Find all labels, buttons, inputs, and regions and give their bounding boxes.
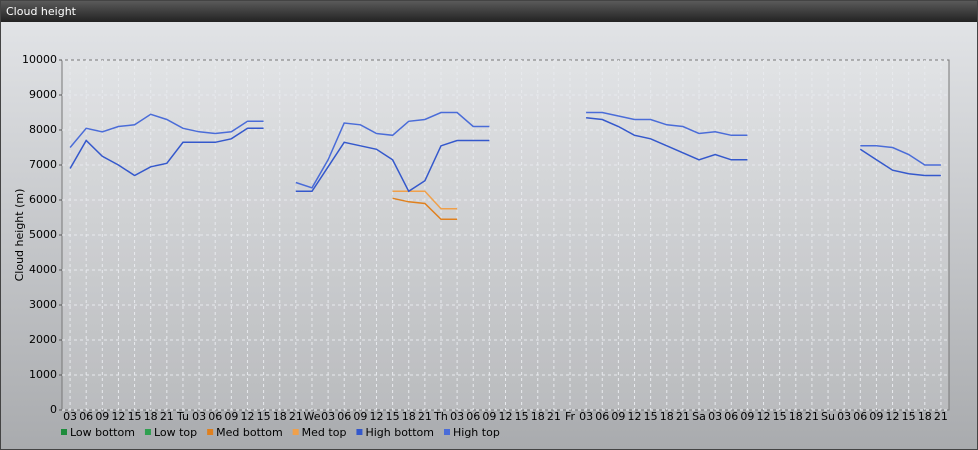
x-tick-label: 03 xyxy=(63,410,77,423)
x-tick-label: 06 xyxy=(595,410,609,423)
x-tick-label: 09 xyxy=(869,410,883,423)
x-tick-label: 06 xyxy=(466,410,480,423)
x-tick-label: 15 xyxy=(257,410,271,423)
legend-label: High bottom xyxy=(365,426,434,439)
x-tick-label: 03 xyxy=(708,410,722,423)
legend-swatch xyxy=(207,429,214,435)
legend-swatch xyxy=(444,429,450,435)
x-tick-label: 15 xyxy=(128,410,142,423)
x-tick-label: 03 xyxy=(321,410,335,423)
x-tick-label: 21 xyxy=(676,410,690,423)
x-tick-label: 06 xyxy=(79,410,93,423)
legend-swatch xyxy=(292,429,299,435)
x-tick-label: 06 xyxy=(337,410,351,423)
y-tick-label: 5000 xyxy=(29,228,57,241)
x-tick-label: Th xyxy=(433,410,448,423)
x-tick-label: 06 xyxy=(853,410,867,423)
series-line xyxy=(392,197,458,221)
x-tick-label: 09 xyxy=(224,410,238,423)
window-title: Cloud height xyxy=(1,1,977,22)
legend-label: Low bottom xyxy=(70,426,135,439)
x-tick-label: 12 xyxy=(757,410,771,423)
y-tick-label: 6000 xyxy=(29,193,57,206)
x-tick-label: Sa xyxy=(692,410,706,423)
x-tick-label: 18 xyxy=(402,410,416,423)
legend-swatch xyxy=(144,429,151,435)
x-tick-label: 18 xyxy=(273,410,287,423)
x-tick-label: Fr xyxy=(565,410,576,423)
x-tick-label: 21 xyxy=(805,410,819,423)
y-tick-label: 1000 xyxy=(29,368,57,381)
x-tick-label: 12 xyxy=(886,410,900,423)
legend-swatch xyxy=(356,429,363,435)
y-tick-label: 9000 xyxy=(29,88,57,101)
x-tick-label: 21 xyxy=(418,410,432,423)
series-line xyxy=(69,117,941,193)
x-tick-label: 03 xyxy=(837,410,851,423)
x-tick-label: 21 xyxy=(547,410,561,423)
x-tick-label: 03 xyxy=(450,410,464,423)
x-tick-label: Tu xyxy=(176,410,189,423)
x-tick-label: 09 xyxy=(740,410,754,423)
y-tick-label: 10000 xyxy=(22,53,57,66)
x-tick-label: 18 xyxy=(789,410,803,423)
x-tick-label: 15 xyxy=(386,410,400,423)
legend-label: Med bottom xyxy=(216,426,283,439)
x-tick-label: Su xyxy=(821,410,835,423)
y-axis-label: Cloud height (m) xyxy=(13,189,26,282)
x-tick-label: 21 xyxy=(934,410,948,423)
x-tick-label: 12 xyxy=(628,410,642,423)
y-tick-label: 7000 xyxy=(29,158,57,171)
series-line xyxy=(392,190,458,210)
x-tick-label: 15 xyxy=(644,410,658,423)
x-tick-label: 09 xyxy=(353,410,367,423)
x-tick-label: 09 xyxy=(95,410,109,423)
legend-label: Med top xyxy=(302,426,347,439)
x-tick-label: 18 xyxy=(918,410,932,423)
y-tick-label: 3000 xyxy=(29,298,57,311)
x-tick-label: 21 xyxy=(160,410,174,423)
x-tick-label: 18 xyxy=(531,410,545,423)
x-tick-label: 12 xyxy=(369,410,383,423)
x-tick-label: 12 xyxy=(111,410,125,423)
x-tick-label: 03 xyxy=(579,410,593,423)
x-tick-label: 03 xyxy=(192,410,206,423)
legend-label: High top xyxy=(453,426,500,439)
x-tick-label: We xyxy=(303,410,320,423)
x-tick-label: 18 xyxy=(144,410,158,423)
y-tick-label: 2000 xyxy=(29,333,57,346)
x-tick-label: 18 xyxy=(660,410,674,423)
x-tick-label: 12 xyxy=(499,410,513,423)
x-tick-label: 12 xyxy=(240,410,254,423)
x-tick-label: 06 xyxy=(724,410,738,423)
y-tick-label: 0 xyxy=(50,403,57,416)
x-tick-label: 06 xyxy=(208,410,222,423)
y-tick-label: 4000 xyxy=(29,263,57,276)
x-tick-label: 09 xyxy=(611,410,625,423)
x-tick-label: 15 xyxy=(515,410,529,423)
x-tick-label: 09 xyxy=(482,410,496,423)
y-tick-label: 8000 xyxy=(29,123,57,136)
x-tick-label: 15 xyxy=(773,410,787,423)
series-line xyxy=(69,111,941,189)
x-tick-label: 15 xyxy=(902,410,916,423)
x-tick-label: 21 xyxy=(289,410,303,423)
legend-label: Low top xyxy=(154,426,197,439)
legend-swatch xyxy=(61,429,67,435)
